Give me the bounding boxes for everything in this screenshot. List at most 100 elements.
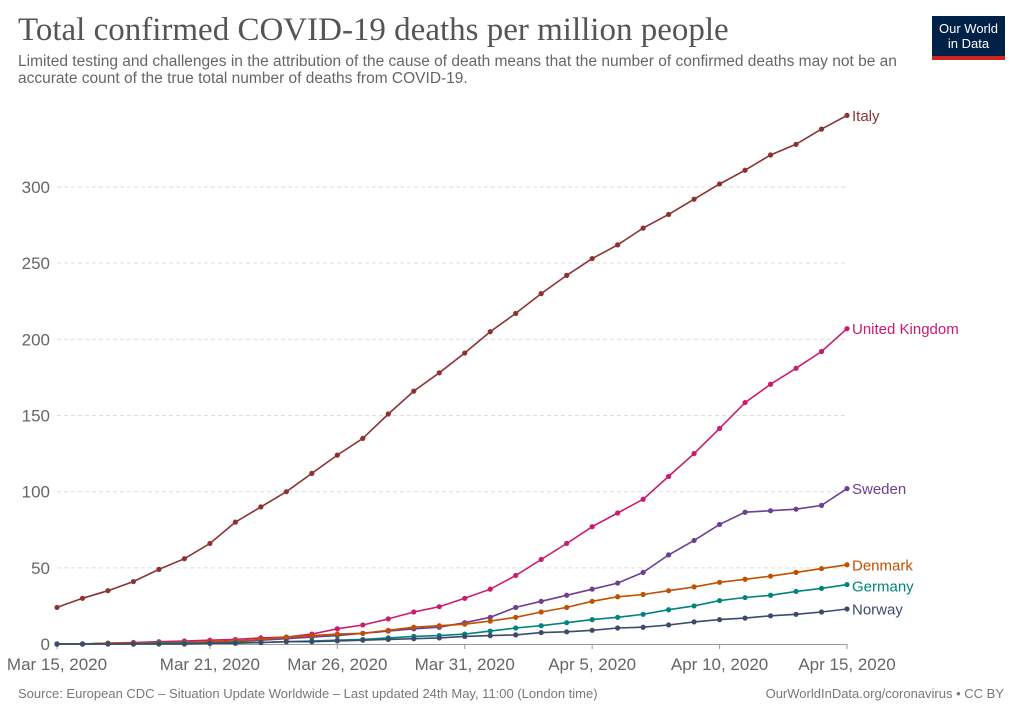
data-point[interactable] — [589, 627, 595, 633]
data-point[interactable] — [513, 625, 519, 631]
data-point[interactable] — [79, 595, 86, 601]
data-point[interactable] — [130, 641, 137, 647]
data-point[interactable] — [742, 167, 748, 173]
data-point[interactable] — [538, 629, 544, 636]
data-point[interactable] — [258, 639, 264, 646]
data-point[interactable] — [666, 607, 672, 613]
data-point[interactable] — [640, 496, 646, 502]
data-point[interactable] — [538, 609, 544, 615]
data-point[interactable] — [767, 508, 774, 514]
data-point[interactable] — [844, 112, 850, 119]
data-point[interactable] — [538, 623, 544, 629]
data-point[interactable] — [538, 598, 544, 604]
data-point[interactable] — [513, 310, 519, 317]
data-point[interactable] — [589, 598, 595, 604]
data-point[interactable] — [589, 524, 595, 530]
data-point[interactable] — [156, 641, 162, 647]
data-point[interactable] — [538, 291, 544, 297]
data-point[interactable] — [589, 255, 595, 262]
data-point[interactable] — [666, 552, 672, 558]
data-point[interactable] — [232, 519, 238, 525]
data-point[interactable] — [207, 640, 213, 646]
data-point[interactable] — [360, 630, 366, 636]
data-point[interactable] — [666, 588, 672, 594]
data-point[interactable] — [640, 591, 646, 598]
data-point[interactable] — [716, 521, 723, 528]
data-point[interactable] — [818, 348, 825, 355]
data-point[interactable] — [487, 329, 493, 335]
data-point[interactable] — [691, 584, 697, 590]
data-point[interactable] — [793, 506, 799, 512]
data-point[interactable] — [818, 565, 825, 572]
data-point[interactable] — [538, 556, 544, 563]
data-point[interactable] — [436, 635, 442, 641]
data-point[interactable] — [487, 633, 493, 639]
data-point[interactable] — [615, 510, 621, 516]
data-point[interactable] — [716, 181, 723, 187]
data-point[interactable] — [691, 196, 697, 202]
data-point[interactable] — [666, 622, 672, 628]
data-point[interactable] — [334, 638, 340, 644]
data-point[interactable] — [513, 572, 519, 579]
data-point[interactable] — [615, 614, 621, 620]
data-point[interactable] — [716, 579, 723, 585]
data-point[interactable] — [462, 350, 468, 356]
data-point[interactable] — [615, 625, 621, 631]
data-point[interactable] — [767, 152, 774, 158]
data-point[interactable] — [844, 562, 850, 568]
data-point[interactable] — [691, 450, 697, 457]
data-point[interactable] — [666, 211, 672, 218]
series-line-germany[interactable] — [57, 583, 848, 645]
data-point[interactable] — [487, 628, 493, 634]
owid-logo[interactable]: Our World in Data — [932, 16, 1005, 60]
data-point[interactable] — [742, 576, 748, 582]
data-point[interactable] — [589, 586, 595, 592]
series-line-denmark[interactable] — [57, 564, 848, 645]
data-point[interactable] — [793, 141, 799, 147]
data-point[interactable] — [181, 641, 188, 647]
data-point[interactable] — [436, 604, 442, 610]
series-line-italy[interactable] — [56, 114, 848, 609]
data-point[interactable] — [793, 588, 799, 595]
data-point[interactable] — [793, 365, 799, 371]
data-point[interactable] — [436, 623, 442, 629]
data-point[interactable] — [513, 632, 519, 638]
series-label-denmark[interactable]: Denmark — [852, 557, 913, 574]
series-line-sweden[interactable] — [57, 487, 848, 645]
data-point[interactable] — [385, 636, 391, 643]
data-point[interactable] — [283, 634, 289, 640]
data-point[interactable] — [54, 641, 60, 647]
series-label-norway[interactable]: Norway — [852, 601, 903, 618]
data-point[interactable] — [411, 624, 417, 630]
series-label-germany[interactable]: Germany — [852, 578, 914, 595]
series-label-united-kingdom[interactable]: United Kingdom — [852, 321, 959, 338]
data-point[interactable] — [309, 470, 315, 476]
data-point[interactable] — [360, 622, 366, 628]
series-line-united-kingdom[interactable] — [57, 328, 848, 645]
data-point[interactable] — [207, 540, 213, 547]
data-point[interactable] — [283, 639, 289, 645]
data-point[interactable] — [54, 604, 60, 611]
data-point[interactable] — [742, 399, 748, 406]
data-point[interactable] — [818, 502, 825, 508]
data-point[interactable] — [462, 595, 468, 601]
data-point[interactable] — [767, 573, 774, 579]
data-point[interactable] — [79, 641, 86, 647]
data-point[interactable] — [818, 126, 825, 132]
data-point[interactable] — [436, 370, 442, 376]
data-point[interactable] — [844, 606, 850, 612]
data-point[interactable] — [640, 569, 646, 576]
data-point[interactable] — [334, 452, 340, 458]
data-point[interactable] — [309, 633, 315, 639]
data-point[interactable] — [716, 617, 723, 623]
data-point[interactable] — [615, 242, 621, 248]
data-point[interactable] — [105, 588, 111, 594]
series-line-norway[interactable] — [57, 608, 848, 645]
data-point[interactable] — [691, 537, 697, 544]
data-point[interactable] — [232, 640, 238, 646]
data-point[interactable] — [742, 509, 748, 515]
data-point[interactable] — [818, 609, 825, 615]
data-point[interactable] — [564, 272, 570, 278]
data-point[interactable] — [793, 611, 799, 617]
credit-link[interactable]: OurWorldInData.org/coronavirus • CC BY — [765, 686, 1004, 701]
